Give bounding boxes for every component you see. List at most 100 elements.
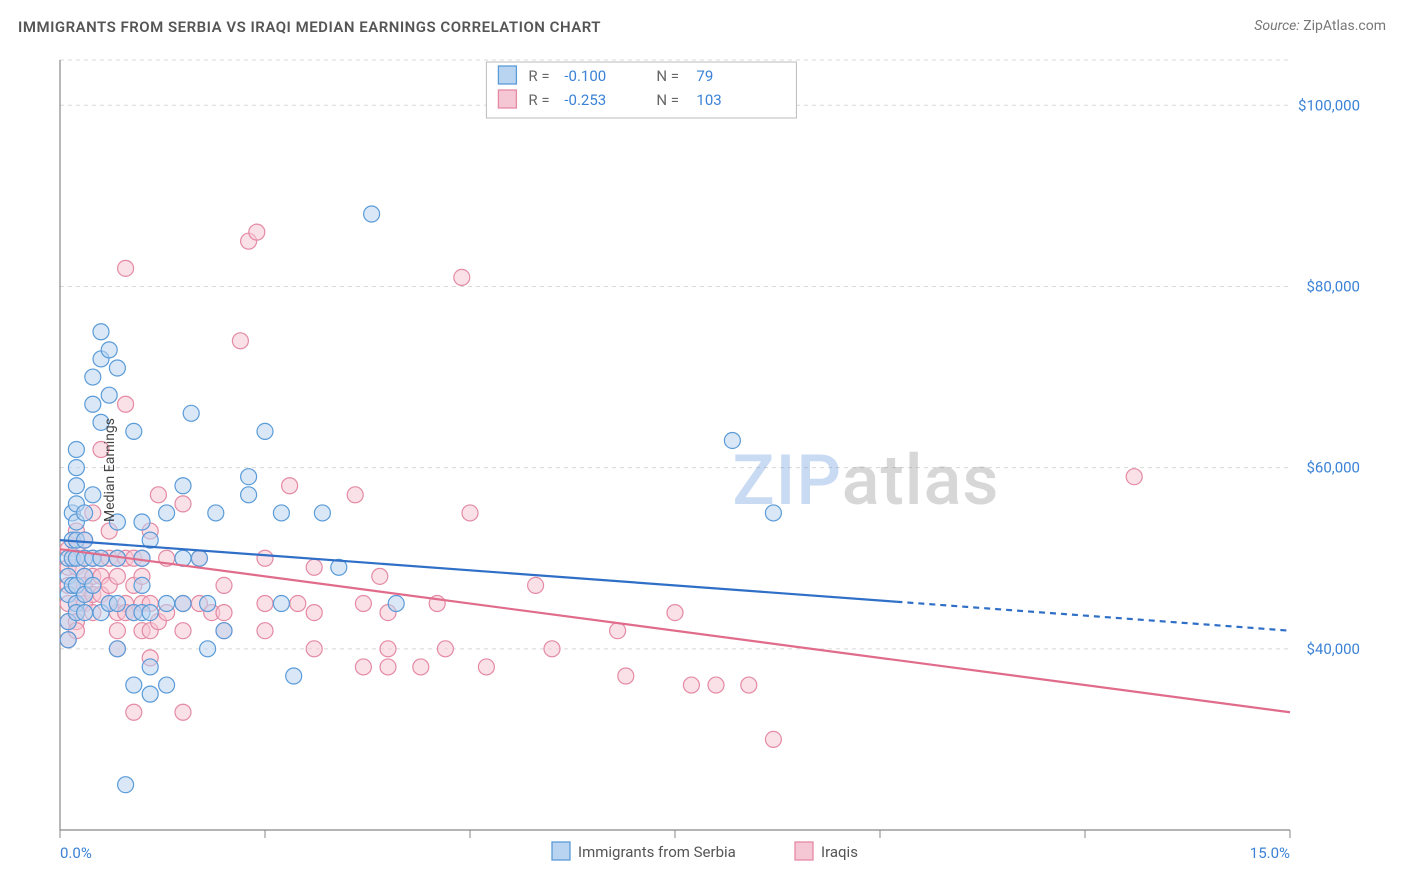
scatter-point-iraqis xyxy=(454,269,470,285)
scatter-point-serbia xyxy=(142,659,158,675)
scatter-point-serbia xyxy=(241,469,257,485)
scatter-point-serbia xyxy=(93,324,109,340)
scatter-point-serbia xyxy=(126,423,142,439)
legend-stat: N = xyxy=(656,67,679,85)
scatter-point-iraqis xyxy=(355,659,371,675)
scatter-point-serbia xyxy=(200,641,216,657)
scatter-point-iraqis xyxy=(610,623,626,639)
scatter-point-serbia xyxy=(118,777,134,793)
scatter-point-iraqis xyxy=(413,659,429,675)
scatter-point-iraqis xyxy=(257,623,273,639)
chart-title: IMMIGRANTS FROM SERBIA VS IRAQI MEDIAN E… xyxy=(18,18,601,36)
scatter-point-serbia xyxy=(77,505,93,521)
scatter-point-serbia xyxy=(93,550,109,566)
scatter-point-iraqis xyxy=(380,641,396,657)
scatter-point-iraqis xyxy=(618,668,634,684)
source-label: Source: xyxy=(1254,18,1299,34)
scatter-point-iraqis xyxy=(667,605,683,621)
legend-stat: -0.253 xyxy=(564,91,606,109)
scatter-point-iraqis xyxy=(126,704,142,720)
scatter-point-serbia xyxy=(109,596,125,612)
scatter-point-iraqis xyxy=(306,559,322,575)
scatter-point-iraqis xyxy=(232,333,248,349)
scatter-point-serbia xyxy=(77,605,93,621)
scatter-point-serbia xyxy=(134,577,150,593)
scatter-point-serbia xyxy=(68,460,84,476)
y-tick-label: $100,000 xyxy=(1298,96,1360,114)
legend-stat: -0.100 xyxy=(564,67,606,85)
legend-swatch xyxy=(498,90,516,108)
scatter-point-serbia xyxy=(241,487,257,503)
scatter-point-iraqis xyxy=(118,260,134,276)
scatter-point-iraqis xyxy=(1126,469,1142,485)
scatter-point-serbia xyxy=(68,478,84,494)
scatter-point-serbia xyxy=(208,505,224,521)
scatter-point-serbia xyxy=(60,632,76,648)
scatter-point-iraqis xyxy=(118,396,134,412)
scatter-point-serbia xyxy=(175,478,191,494)
y-tick-label: $60,000 xyxy=(1306,459,1360,477)
scatter-point-serbia xyxy=(159,677,175,693)
scatter-point-iraqis xyxy=(257,596,273,612)
scatter-point-serbia xyxy=(257,423,273,439)
scatter-point-serbia xyxy=(101,342,117,358)
scatter-point-serbia xyxy=(126,677,142,693)
scatter-point-serbia xyxy=(159,505,175,521)
scatter-point-serbia xyxy=(191,550,207,566)
scatter-point-serbia xyxy=(216,623,232,639)
scatter-point-serbia xyxy=(109,641,125,657)
scatter-point-iraqis xyxy=(380,659,396,675)
scatter-point-iraqis xyxy=(290,596,306,612)
scatter-point-iraqis xyxy=(528,577,544,593)
scatter-point-iraqis xyxy=(708,677,724,693)
scatter-point-iraqis xyxy=(765,731,781,747)
y-axis-label: Median Earnings xyxy=(102,418,118,522)
scatter-point-iraqis xyxy=(216,605,232,621)
scatter-point-serbia xyxy=(68,442,84,458)
scatter-point-serbia xyxy=(183,405,199,421)
scatter-point-serbia xyxy=(85,369,101,385)
scatter-point-iraqis xyxy=(372,568,388,584)
y-tick-label: $40,000 xyxy=(1306,640,1360,658)
scatter-point-serbia xyxy=(200,596,216,612)
legend-label: Immigrants from Serbia xyxy=(578,843,736,861)
scatter-point-iraqis xyxy=(306,605,322,621)
scatter-point-iraqis xyxy=(683,677,699,693)
watermark: ZIPatlas xyxy=(732,440,999,522)
legend-stat: N = xyxy=(656,91,679,109)
scatter-point-iraqis xyxy=(257,550,273,566)
scatter-point-serbia xyxy=(77,532,93,548)
scatter-point-serbia xyxy=(388,596,404,612)
scatter-point-serbia xyxy=(85,396,101,412)
scatter-point-iraqis xyxy=(175,496,191,512)
legend-label: Iraqis xyxy=(821,843,858,861)
scatter-point-iraqis xyxy=(462,505,478,521)
scatter-point-iraqis xyxy=(355,596,371,612)
scatter-point-iraqis xyxy=(282,478,298,494)
x-tick-label: 0.0% xyxy=(60,844,92,862)
scatter-point-iraqis xyxy=(175,623,191,639)
source-value: ZipAtlas.com xyxy=(1303,18,1386,34)
scatter-point-iraqis xyxy=(478,659,494,675)
scatter-point-serbia xyxy=(159,596,175,612)
trendline-serbia-dashed xyxy=(896,602,1290,631)
chart-container: Median Earnings $40,000 $60,000 $80,000 $10… xyxy=(50,50,1390,890)
scatter-point-serbia xyxy=(364,206,380,222)
x-tick-label: 15.0% xyxy=(1250,844,1290,862)
legend-swatch xyxy=(498,66,516,84)
scatter-point-iraqis xyxy=(216,577,232,593)
scatter-point-serbia xyxy=(175,596,191,612)
scatter-point-iraqis xyxy=(544,641,560,657)
scatter-point-iraqis xyxy=(109,568,125,584)
scatter-point-serbia xyxy=(314,505,330,521)
y-tick-label: $80,000 xyxy=(1306,277,1360,295)
scatter-point-iraqis xyxy=(109,623,125,639)
legend-stat: 79 xyxy=(696,67,713,85)
scatter-point-serbia xyxy=(273,596,289,612)
trendline-iraqis-solid xyxy=(60,549,1290,712)
scatter-point-serbia xyxy=(134,514,150,530)
legend-stat: R = xyxy=(528,67,549,85)
scatter-point-serbia xyxy=(142,686,158,702)
legend-swatch xyxy=(552,842,570,860)
scatter-point-iraqis xyxy=(175,704,191,720)
